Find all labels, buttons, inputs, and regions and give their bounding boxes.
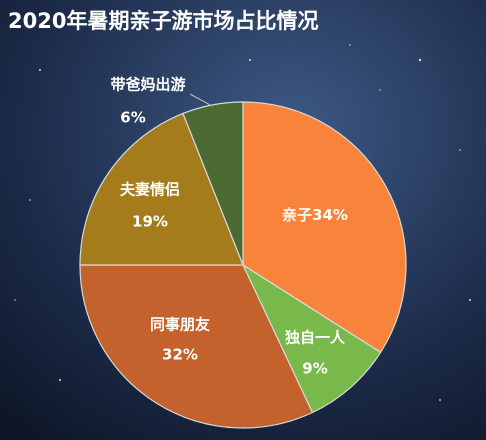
category-label: 夫妻情侣 xyxy=(120,181,180,199)
pie xyxy=(79,101,407,429)
pie-slice xyxy=(182,101,244,266)
pie-slice xyxy=(79,112,244,266)
value-label: 6% xyxy=(120,109,145,127)
stars xyxy=(14,44,471,401)
pie-slice xyxy=(242,101,407,354)
pie-slice xyxy=(241,263,382,414)
value-label: 32% xyxy=(162,346,198,364)
category-label: 亲子 xyxy=(282,206,312,224)
category-label: 独自一人 xyxy=(285,329,346,347)
labels: 亲子34% 独自一人 9% 同事朋友 32% 夫妻情侣 19% 带爸妈出游 6% xyxy=(110,76,347,378)
chart-title: 2020年暑期亲子游市场占比情况 xyxy=(8,9,318,33)
value-label: 9% xyxy=(302,360,327,378)
value-label: 19% xyxy=(132,213,168,231)
value-label: 34% xyxy=(312,206,348,224)
leader-line xyxy=(189,93,213,107)
slice-label: 亲子34% xyxy=(282,206,348,224)
pie-slice xyxy=(79,264,314,429)
category-label: 同事朋友 xyxy=(150,316,210,334)
category-label: 带爸妈出游 xyxy=(110,76,185,94)
